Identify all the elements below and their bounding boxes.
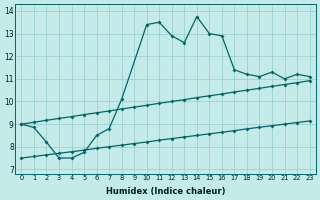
X-axis label: Humidex (Indice chaleur): Humidex (Indice chaleur) (106, 187, 225, 196)
